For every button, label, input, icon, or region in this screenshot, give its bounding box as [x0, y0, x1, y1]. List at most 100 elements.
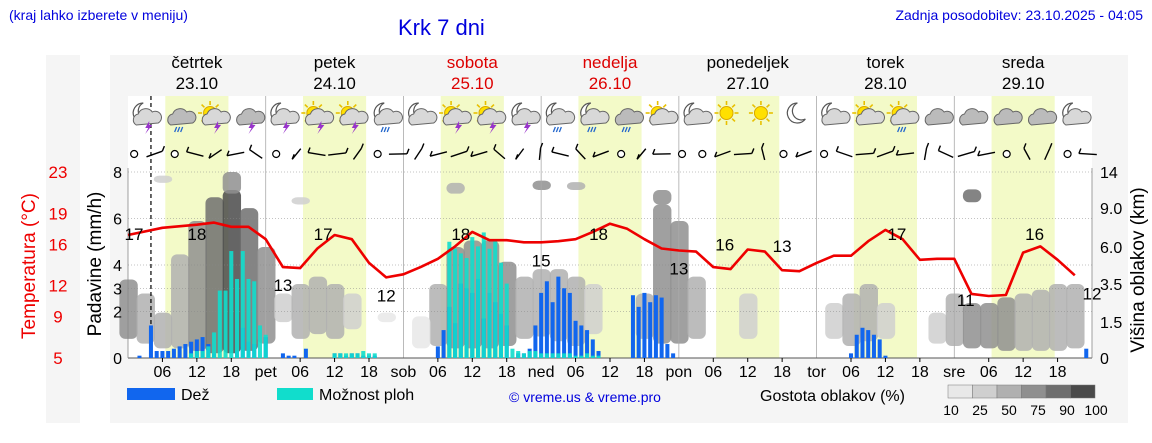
cloud-block [343, 293, 362, 330]
shower-bar [200, 351, 205, 358]
sun-icon [748, 101, 773, 125]
precip-tick: 3 [113, 281, 122, 298]
wind-barb-icon [575, 143, 579, 150]
hour-tick: 18 [636, 364, 654, 381]
rain-bar [590, 339, 595, 358]
cloud-block [1066, 283, 1085, 349]
day-date: 24.10 [313, 74, 356, 93]
temp-tick: 19 [49, 204, 68, 223]
rain-bar [441, 330, 446, 358]
day-date: 23.10 [176, 74, 219, 93]
rain-bar [877, 339, 882, 358]
cloud-block [566, 182, 586, 191]
wind-barb-icon [291, 154, 295, 160]
temp-tick: 5 [53, 349, 62, 368]
day-date: 25.10 [451, 74, 494, 93]
shower-bar [229, 251, 234, 358]
rain-bar [556, 276, 561, 358]
wind-barb-icon [551, 151, 569, 157]
wind-barb-icon [795, 151, 799, 158]
wind-calm-icon [130, 149, 139, 159]
wind-barb-icon [892, 145, 896, 152]
temp-tick: 9 [53, 308, 62, 327]
temperature-label: 13 [773, 237, 792, 256]
legend-cloud-level: 50 [1001, 402, 1017, 418]
wind-barb-icon [895, 149, 900, 156]
wind-calm-icon [698, 149, 707, 159]
wind-barb-icon [249, 149, 263, 159]
legend-cloud-level: 100 [1084, 402, 1108, 418]
wind-barb-icon [493, 144, 497, 150]
wind-calm-icon [819, 149, 829, 159]
day-abbr-tick: tor [807, 364, 826, 381]
shower-bar [372, 353, 377, 358]
shower-bar [579, 355, 584, 358]
sun-storm-icon [439, 101, 472, 134]
rain-bar [166, 351, 171, 358]
temperature-label: 18 [451, 225, 470, 244]
legend: Dež Možnost ploh © vreme.us & vreme.pro Gos… [127, 384, 1108, 418]
cloud-block [532, 180, 551, 191]
rain-bar [160, 351, 165, 358]
rain-bar [137, 355, 142, 358]
rain-bar [177, 346, 182, 358]
shower-bar [510, 348, 515, 358]
rain-bar [303, 348, 308, 358]
temperature-label: 16 [1025, 225, 1044, 244]
wind-barb-icon [835, 145, 840, 152]
rain-bar [585, 330, 590, 358]
shower-bar [246, 278, 251, 358]
shower-bar [361, 351, 366, 358]
shower-bar [235, 278, 240, 358]
cloud-block [291, 197, 310, 205]
temperature-label: 13 [273, 276, 292, 295]
legend-showers-swatch [277, 388, 313, 400]
legend-rain-label: Dež [181, 387, 209, 404]
shower-bar [516, 351, 521, 358]
cloud-block [1014, 293, 1033, 351]
hour-tick: 12 [188, 364, 206, 381]
rain-bar [871, 334, 876, 358]
wind-barb-icon [1078, 152, 1097, 156]
shower-bar [447, 241, 452, 358]
wind-barb-icon [1049, 142, 1053, 149]
wind-barb-icon [872, 148, 877, 154]
wind-barb-icon [1044, 147, 1051, 161]
sun-storm-icon [473, 101, 507, 134]
day-date: 26.10 [589, 74, 632, 93]
cloud-height-tick: 0 [1100, 351, 1109, 368]
wind-barb-icon [406, 148, 410, 155]
precip-tick: 8 [113, 165, 122, 182]
sun-storm-icon [301, 101, 335, 134]
moon-storm-icon [511, 102, 541, 134]
rain-bar [286, 355, 291, 358]
hour-tick: 12 [601, 364, 619, 381]
header-note[interactable]: (kraj lahko izberete v meniju) [9, 7, 188, 23]
wind-symbols [130, 142, 1097, 161]
shower-bar [562, 353, 567, 358]
shower-bar [349, 353, 354, 358]
hour-tick: 06 [980, 364, 998, 381]
rain-bar [579, 325, 584, 358]
cloud-block [928, 312, 947, 344]
moon-cloud-icon [683, 102, 713, 126]
cloud-block [653, 190, 672, 205]
cloud-block [291, 283, 310, 339]
day-name: petek [314, 53, 356, 72]
legend-cloud-swatch [1070, 384, 1096, 399]
wind-barb-icon [185, 146, 190, 153]
rain-bar [544, 281, 549, 358]
wind-barb-icon [146, 150, 163, 158]
rain-bar [860, 327, 865, 358]
temperature-label: 18 [589, 225, 608, 244]
wind-calm-icon [170, 149, 179, 159]
shower-bar [332, 353, 337, 358]
precip-tick: 6 [113, 212, 122, 229]
sun-icon [714, 101, 739, 125]
daylight-bands [165, 96, 1055, 358]
cloud-icon [924, 108, 954, 126]
wind-barb-icon [208, 153, 212, 159]
wind-barb-icon [352, 148, 362, 160]
shower-bar [217, 290, 222, 358]
rain-bar [533, 325, 538, 358]
